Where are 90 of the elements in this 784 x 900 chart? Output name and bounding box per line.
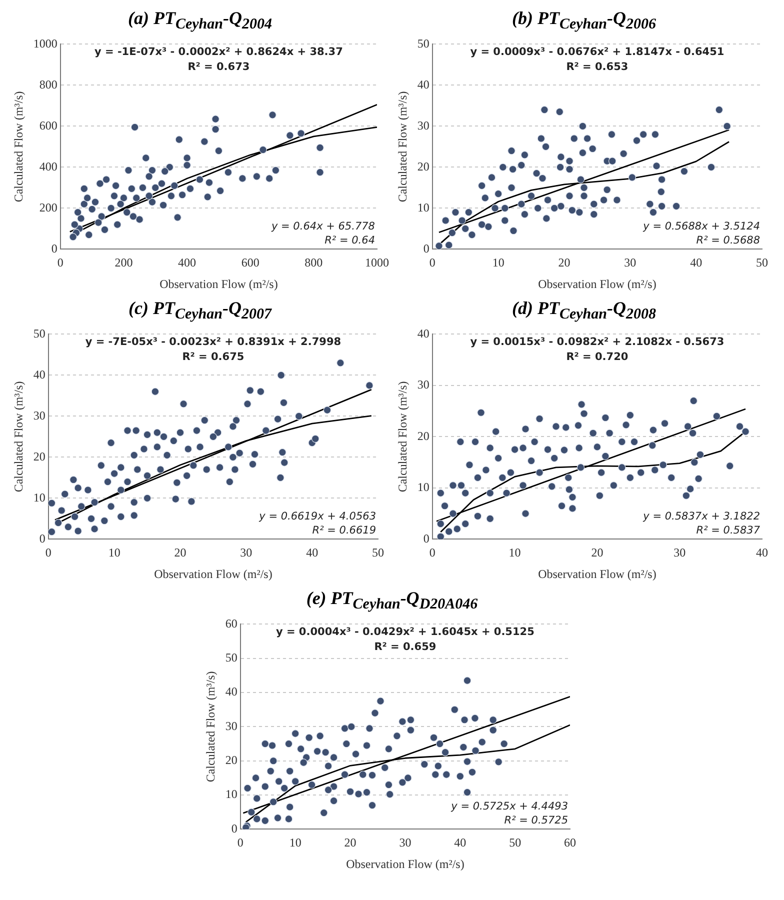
chart-title: (c) PT$_{Ceyhan}$-Q$_{2007}$ (128, 298, 273, 324)
y-tick-label: 0 (51, 241, 58, 256)
x-tick-label: 1000 (365, 256, 389, 270)
y-tick-label: 20 (33, 449, 46, 464)
x-axis-title: Observation Flow (m²/s) (538, 566, 656, 581)
y-tick-label: 20 (417, 159, 430, 174)
y-tick-label: 50 (33, 326, 46, 340)
annotation: R² = 0.653 (566, 61, 628, 74)
x-tick-label: 40 (756, 546, 768, 560)
annotation: y = 0.64x + 65.778 (270, 220, 376, 233)
y-axis-title: Calculated Flow (m³/s) (395, 381, 410, 492)
y-tick-label: 400 (39, 159, 58, 174)
y-tick-label: 0 (231, 821, 238, 836)
y-tick-label: 10 (417, 200, 430, 214)
y-tick-label: 40 (417, 77, 430, 92)
annotation: y = 0.5688x + 3.5124 (642, 220, 760, 233)
annotation: y = 0.6619x + 4.0563 (258, 510, 376, 523)
x-axis-title: Observation Flow (m²/s) (538, 276, 656, 291)
annotation: R² = 0.659 (374, 641, 436, 654)
y-tick-label: 30 (33, 408, 46, 422)
annotation: R² = 0.5688 (696, 234, 760, 247)
x-axis-title: Observation Flow (m²/s) (160, 276, 278, 291)
x-tick-label: 60 (564, 836, 576, 850)
y-tick-label: 1000 (33, 36, 58, 50)
y-tick-label: 10 (225, 787, 238, 802)
x-tick-label: 50 (509, 836, 522, 850)
y-tick-label: 40 (417, 326, 430, 340)
y-tick-label: 0 (39, 531, 46, 546)
x-tick-label: 40 (690, 256, 702, 270)
x-tick-label: 20 (344, 836, 356, 850)
x-tick-label: 30 (399, 836, 412, 850)
x-tick-label: 30 (624, 256, 636, 270)
x-tick-label: 600 (241, 256, 260, 270)
x-axis-title: Observation Flow (m²/s) (154, 566, 272, 581)
y-tick-label: 40 (225, 684, 238, 699)
y-tick-label: 50 (417, 36, 430, 50)
annotation: y = 0.5837x + 3.1822 (642, 510, 760, 523)
x-tick-label: 10 (108, 546, 120, 560)
annotation: R² = 0.5725 (504, 814, 568, 827)
annotation: R² = 0.5837 (696, 524, 760, 537)
x-tick-label: 10 (508, 546, 521, 560)
y-axis-title: Calculated Flow (m³/s) (203, 671, 218, 782)
annotation: y = 0.0015x³ - 0.0982x² + 2.1082x - 0.5673 (470, 336, 724, 348)
y-axis-title: Calculated Flow (m³/s) (11, 91, 26, 202)
annotation: R² = 0.6619 (312, 524, 376, 537)
y-tick-label: 60 (225, 616, 238, 630)
y-tick-label: 600 (39, 118, 58, 132)
y-tick-label: 30 (225, 718, 238, 733)
x-tick-label: 40 (454, 836, 466, 850)
y-tick-label: 20 (417, 428, 430, 443)
y-tick-label: 800 (39, 77, 58, 92)
annotation: R² = 0.64 (324, 234, 375, 247)
x-tick-label: 50 (372, 546, 384, 560)
y-tick-label: 30 (417, 378, 430, 392)
y-tick-label: 0 (423, 531, 430, 546)
chart-title: (e) PT$_{Ceyhan}$-Q$_{D20A046}$ (305, 588, 479, 614)
annotation: y = 0.0004x³ - 0.0429x² + 1.6045x + 0.5125 (276, 626, 534, 638)
y-tick-label: 10 (33, 490, 46, 504)
annotation: y = 0.0009x³ - 0.0676x² + 1.8147x - 0.6451 (470, 46, 724, 58)
x-tick-label: 20 (558, 256, 570, 270)
x-tick-label: 10 (289, 836, 302, 850)
y-tick-label: 20 (225, 753, 238, 768)
x-tick-label: 20 (591, 546, 604, 560)
y-tick-label: 10 (417, 480, 430, 494)
y-tick-label: 0 (423, 241, 430, 256)
y-tick-label: 200 (39, 200, 58, 214)
y-tick-label: 50 (225, 650, 238, 665)
x-axis-title: Observation Flow (m²/s) (346, 856, 464, 871)
y-axis-title: Calculated Flow (m³/s) (11, 381, 26, 492)
chart-title: (b) PT$_{Ceyhan}$-Q$_{2006}$ (511, 8, 657, 34)
y-tick-label: 40 (33, 367, 46, 382)
x-tick-label: 40 (306, 546, 318, 560)
y-tick-label: 30 (417, 118, 430, 132)
x-tick-label: 800 (304, 256, 323, 270)
y-axis-title: Calculated Flow (m³/s) (395, 91, 410, 202)
x-tick-label: 200 (114, 256, 133, 270)
x-tick-label: 50 (756, 256, 768, 270)
annotation: R² = 0.673 (188, 61, 250, 74)
chart-title: (d) PT$_{Ceyhan}$-Q$_{2008}$ (511, 298, 657, 324)
x-tick-label: 10 (492, 256, 504, 270)
annotation: y = -1E-07x³ - 0.0002x² + 0.8624x + 38.37 (94, 46, 343, 58)
chart-title: (a) PT$_{Ceyhan}$-Q$_{2004}$ (127, 8, 273, 34)
annotation: R² = 0.720 (566, 351, 628, 364)
x-tick-label: 30 (674, 546, 686, 560)
annotation: y = 0.5725x + 4.4493 (450, 800, 568, 813)
x-tick-label: 400 (178, 256, 196, 270)
x-tick-label: 30 (240, 546, 252, 560)
x-tick-label: 20 (174, 546, 186, 560)
annotation: R² = 0.675 (182, 351, 244, 364)
annotation: y = -7E-05x³ - 0.0023x² + 0.8391x + 2.7998 (85, 336, 342, 348)
